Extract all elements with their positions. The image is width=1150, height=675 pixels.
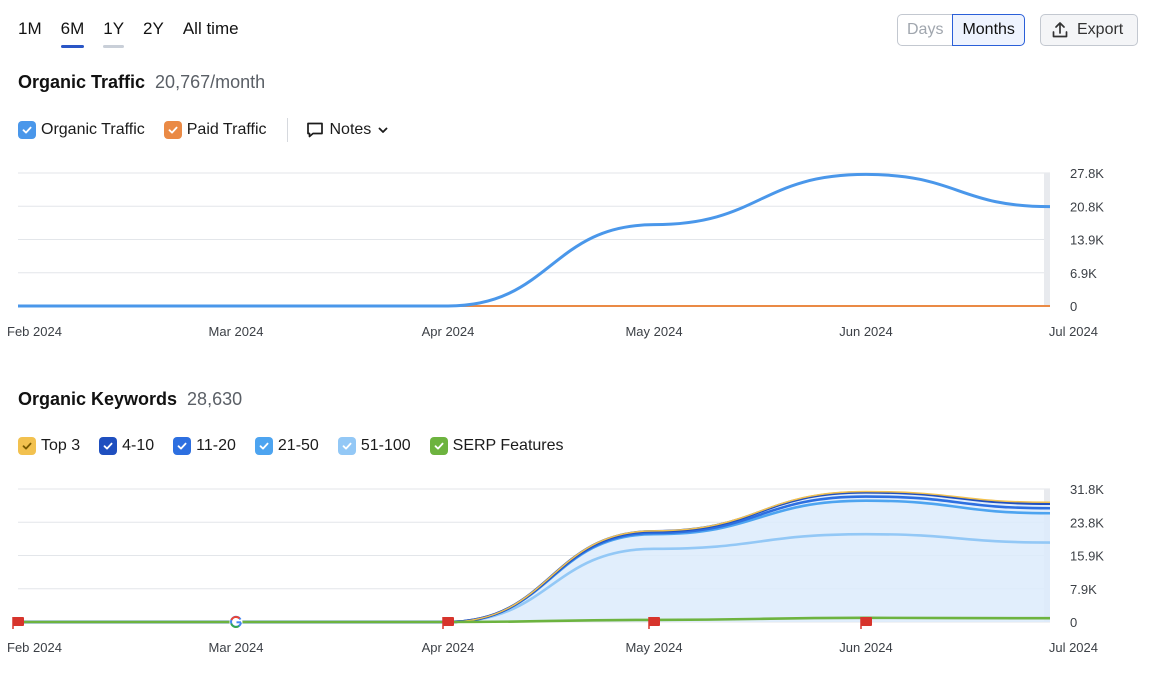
y-tick-label: 13.9K [1070,233,1104,248]
upload-icon [1052,22,1068,38]
x-tick-label: May 2024 [625,324,682,339]
legend-label: 21-50 [277,437,319,454]
traffic-section-header: Organic Traffic 20,767/month [18,72,265,93]
x-tick-label: Mar 2024 [209,640,264,655]
y-tick-label: 15.9K [1070,549,1104,564]
period-tab-label: 2Y [143,19,164,38]
checkbox-checked-icon [18,437,36,455]
chevron-down-icon [378,127,388,133]
checkbox-checked-icon [18,121,36,139]
legend-label: 4-10 [122,437,155,454]
y-tick-label: 20.8K [1070,199,1104,214]
y-tick-label: 0 [1070,615,1077,630]
legend-paid-traffic[interactable]: Paid Traffic [163,121,267,139]
keywords-title: Organic Keywords [18,389,178,409]
y-tick-label: 27.8K [1070,166,1104,181]
x-tick-label: May 2024 [625,640,682,655]
traffic-legend: Organic Traffic Paid Traffic Notes [18,118,389,142]
checkbox-checked-icon [337,437,356,455]
x-tick-label: Jul 2024 [1049,640,1098,655]
legend-kw-4-10[interactable]: 4-10 [99,437,154,455]
legend-organic-traffic[interactable]: Organic Traffic [18,121,145,139]
organic-traffic-chart[interactable]: 27.8K 20.8K 13.9K 6.9K 0 Feb 2024 Mar 2024 Apr … [0,160,1150,350]
y-tick-label: 7.9K [1070,582,1097,597]
period-tab-label: All time [182,19,239,38]
checkbox-checked-icon [163,121,182,139]
notes-label: Notes [329,121,372,138]
traffic-title: Organic Traffic [18,72,146,92]
period-tabs: 1M 6M 1Y 2Y All time [18,18,258,48]
notes-dropdown[interactable]: Notes [306,121,390,139]
months-button[interactable]: Months [952,14,1025,46]
note-flag-icon[interactable] [12,617,24,629]
legend-label: Paid Traffic [186,121,267,138]
checkbox-checked-icon [254,437,273,455]
legend-label: 51-100 [360,437,411,454]
checkbox-checked-icon [99,437,118,455]
series-line-organic-traffic[interactable] [18,172,1051,308]
legend-kw-11-20[interactable]: 11-20 [173,437,236,455]
y-tick-label: 23.8K [1070,515,1104,530]
google-update-icon[interactable] [229,615,243,629]
keywords-value: 28,630 [187,389,243,409]
x-tick-label: Jun 2024 [839,324,893,339]
checkbox-checked-icon [173,437,192,455]
note-flag-icon[interactable] [860,617,872,629]
legend-divider [286,118,288,142]
period-tab-6m[interactable]: 6M [60,18,85,48]
export-label: Export [1077,21,1124,38]
days-button[interactable]: Days [897,14,953,46]
keywords-legend: Top 3 4-10 11-20 21-50 51-100 SERP Features [18,434,583,458]
legend-kw-top-3[interactable]: Top 3 [18,437,80,455]
traffic-value: 20,767/month [155,72,266,92]
x-tick-label: Feb 2024 [7,640,62,655]
x-tick-label: Jun 2024 [839,640,893,655]
period-tab-2y[interactable]: 2Y [143,18,164,48]
legend-label: Organic Traffic [41,121,145,138]
period-tab-1m[interactable]: 1M [18,18,42,48]
series-line-serp-features[interactable] [18,616,1051,624]
x-tick-label: Apr 2024 [422,324,475,339]
comment-icon [306,122,323,138]
period-tab-all-time[interactable]: All time [183,18,239,48]
y-tick-label: 6.9K [1070,266,1097,281]
checkbox-checked-icon [429,437,448,455]
y-tick-label: 0 [1070,299,1077,314]
legend-label: SERP Features [452,437,564,454]
keywords-area-fill [18,491,1050,622]
latest-period-band [1044,173,1050,306]
period-tab-label: 1Y [103,19,125,38]
legend-label: 11-20 [196,437,236,454]
y-tick-label: 31.8K [1070,482,1104,497]
legend-kw-21-50[interactable]: 21-50 [254,437,319,455]
note-flag-icon[interactable] [648,617,660,629]
period-tab-label: 6M [60,19,85,38]
period-tab-label: 1M [18,19,42,38]
legend-kw-serp-features[interactable]: SERP Features [429,437,564,455]
period-tab-1y[interactable]: 1Y [103,18,125,48]
x-tick-label: Jul 2024 [1049,324,1098,339]
legend-kw-51-100[interactable]: 51-100 [337,437,411,455]
keywords-section-header: Organic Keywords 28,630 [18,389,242,410]
legend-label: Top 3 [41,437,81,454]
organic-keywords-chart[interactable]: 31.8K 23.8K 15.9K 7.9K 0 Feb 2024 Mar 2024 Apr … [0,476,1150,666]
export-button[interactable]: Export [1040,14,1138,46]
x-tick-label: Mar 2024 [209,324,264,339]
x-tick-label: Feb 2024 [7,324,62,339]
granularity-toggle: Days Months [897,14,1025,46]
x-tick-label: Apr 2024 [422,640,475,655]
note-flag-icon[interactable] [442,617,454,629]
